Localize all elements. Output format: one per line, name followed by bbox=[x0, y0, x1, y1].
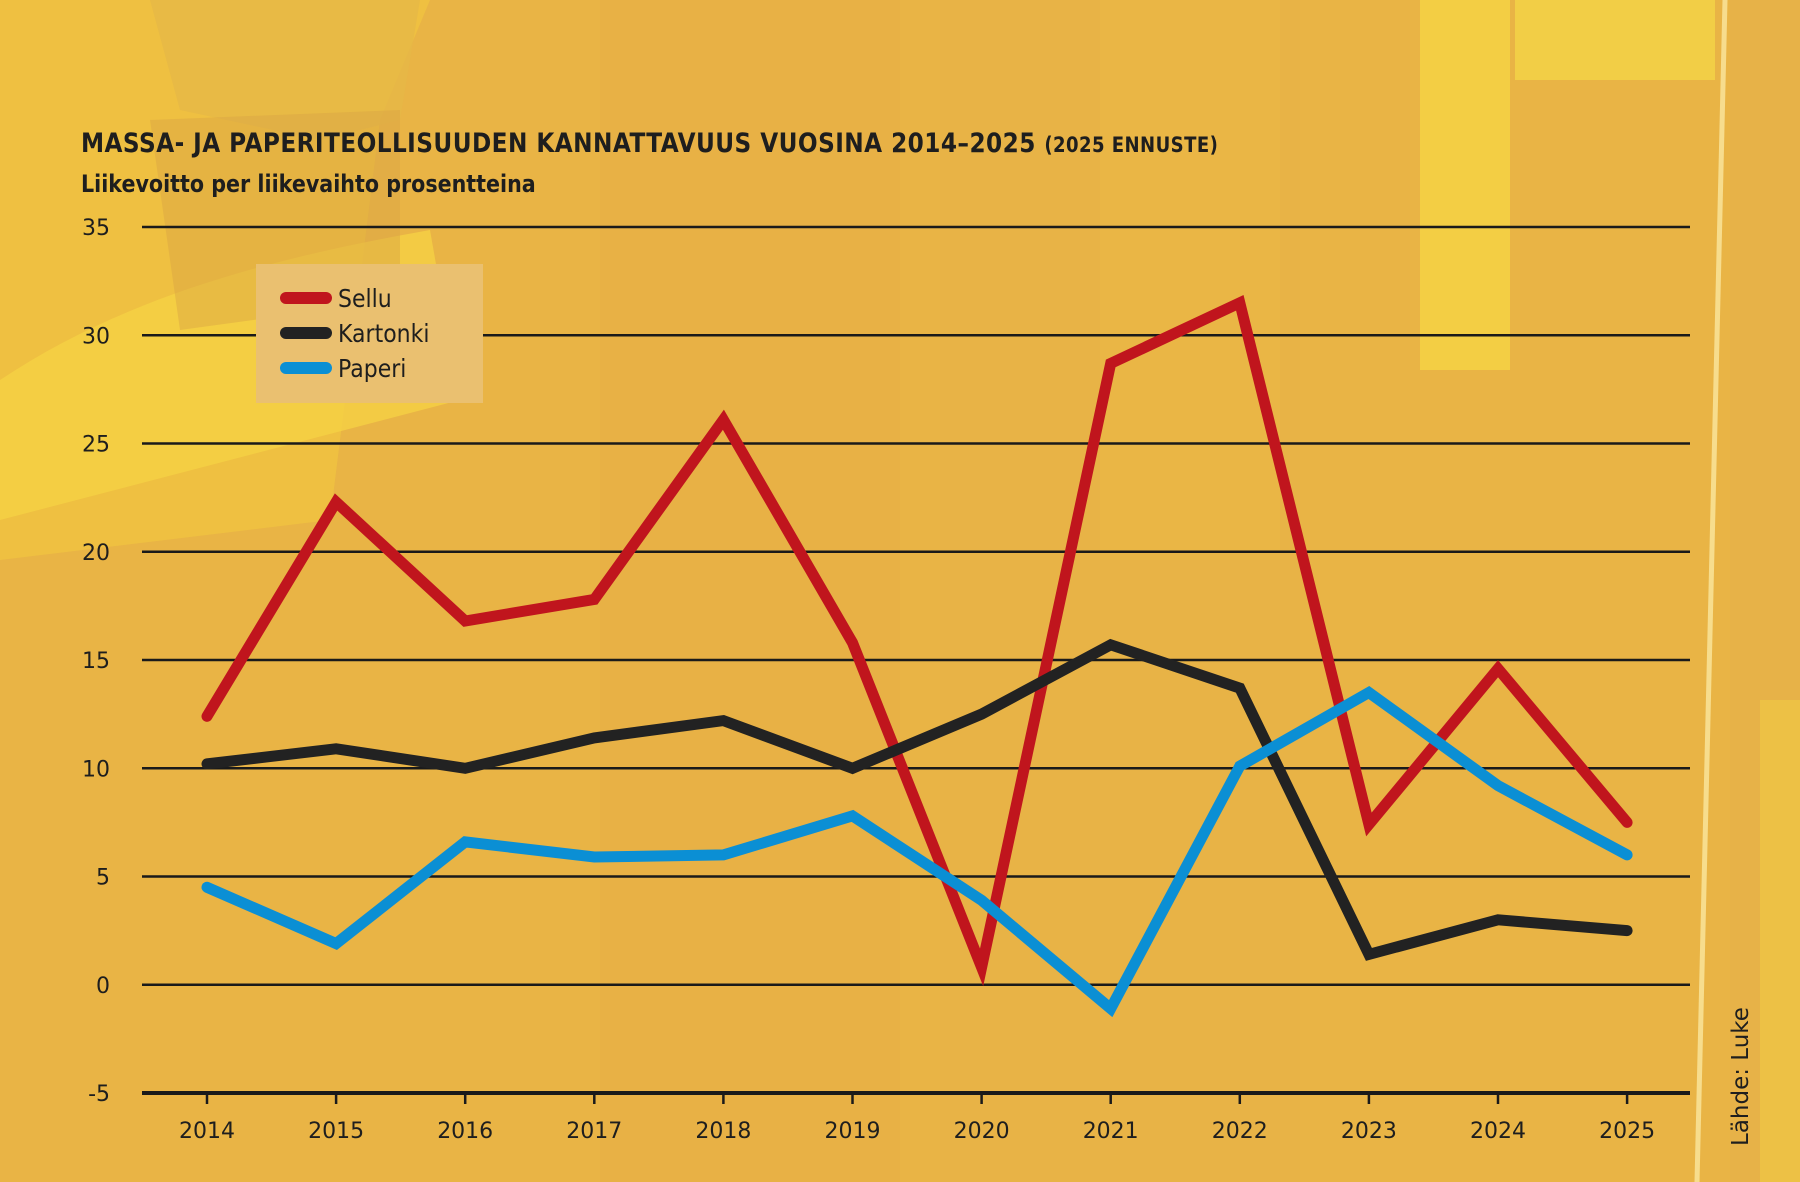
legend: Sellu Kartonki Paperi bbox=[256, 264, 483, 403]
legend-swatch-sellu bbox=[280, 292, 332, 304]
series-line-kartonki bbox=[201, 638, 1633, 961]
series-line-paperi bbox=[201, 685, 1633, 1018]
x-axis: 2014 2015 2016 2017 2018 2019 2020 2021 2022 2023… bbox=[179, 1093, 1655, 1144]
series-line-sellu bbox=[201, 294, 1633, 987]
x-tick-label: 2015 bbox=[308, 1119, 364, 1144]
y-tick-label: -5 bbox=[88, 1082, 110, 1107]
x-tick-label: 2017 bbox=[566, 1119, 622, 1144]
y-axis-tick-labels: 35 30 25 20 15 10 5 0 -5 bbox=[82, 216, 110, 1107]
chart-subtitle: Liikevoitto per liikevaihto prosentteina bbox=[81, 170, 536, 198]
x-tick-label: 2019 bbox=[825, 1119, 881, 1144]
y-tick-label: 20 bbox=[82, 541, 110, 566]
legend-item-kartonki: Kartonki bbox=[280, 316, 442, 350]
legend-swatch-paperi bbox=[280, 362, 332, 374]
x-tick-label: 2020 bbox=[954, 1119, 1010, 1144]
legend-label-paperi: Paperi bbox=[338, 353, 407, 383]
legend-item-sellu: Sellu bbox=[280, 281, 399, 315]
legend-swatch-kartonki bbox=[280, 327, 332, 339]
x-tick-label: 2025 bbox=[1599, 1119, 1655, 1144]
x-tick-label: 2021 bbox=[1083, 1119, 1139, 1144]
y-tick-label: 0 bbox=[96, 974, 110, 999]
x-tick-label: 2018 bbox=[695, 1119, 751, 1144]
chart-title: MASSA- JA PAPERITEOLLISUUDEN KANNATTAVUU… bbox=[81, 128, 1218, 159]
x-tick-label: 2022 bbox=[1212, 1119, 1268, 1144]
legend-label-kartonki: Kartonki bbox=[338, 318, 430, 348]
y-tick-label: 25 bbox=[82, 433, 110, 458]
y-tick-label: 35 bbox=[82, 216, 110, 241]
x-tick-label: 2024 bbox=[1470, 1119, 1526, 1144]
y-tick-label: 10 bbox=[82, 757, 110, 782]
legend-label-sellu: Sellu bbox=[338, 283, 392, 313]
source-note: Lähde: Luke bbox=[1728, 1007, 1754, 1146]
y-tick-label: 30 bbox=[82, 324, 110, 349]
chart-title-main: MASSA- JA PAPERITEOLLISUUDEN KANNATTAVUU… bbox=[81, 128, 1036, 159]
x-tick-label: 2014 bbox=[179, 1119, 235, 1144]
series-lines bbox=[201, 294, 1633, 1018]
chart-title-suffix: (2025 ENNUSTE) bbox=[1044, 133, 1219, 157]
legend-item-paperi: Paperi bbox=[280, 351, 416, 385]
y-tick-label: 5 bbox=[96, 866, 110, 891]
x-tick-label: 2016 bbox=[437, 1119, 493, 1144]
y-tick-label: 15 bbox=[82, 649, 110, 674]
x-tick-label: 2023 bbox=[1341, 1119, 1397, 1144]
